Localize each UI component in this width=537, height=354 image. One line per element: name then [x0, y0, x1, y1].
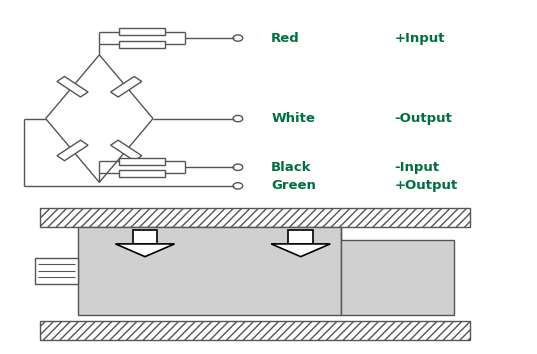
Text: +Input: +Input	[395, 32, 445, 45]
Text: White: White	[271, 112, 315, 125]
Bar	[119, 170, 165, 177]
Bar	[111, 140, 142, 161]
Bar	[119, 41, 165, 48]
Bar	[111, 76, 142, 97]
Text: Green: Green	[271, 179, 316, 192]
Text: +Output: +Output	[395, 179, 458, 192]
Bar	[78, 227, 341, 315]
Text: Black: Black	[271, 161, 311, 174]
Bar	[119, 28, 165, 35]
Bar	[40, 321, 470, 340]
Bar	[119, 158, 165, 165]
Text: -Output: -Output	[395, 112, 453, 125]
Bar	[40, 208, 470, 227]
Text: Red: Red	[271, 32, 300, 45]
Bar	[57, 140, 88, 161]
Text: -Input: -Input	[395, 161, 440, 174]
Bar	[133, 230, 157, 244]
Bar	[57, 76, 88, 97]
Polygon shape	[271, 244, 330, 257]
Bar	[288, 230, 313, 244]
Bar	[35, 258, 78, 284]
Bar	[341, 240, 454, 315]
Polygon shape	[115, 244, 175, 257]
